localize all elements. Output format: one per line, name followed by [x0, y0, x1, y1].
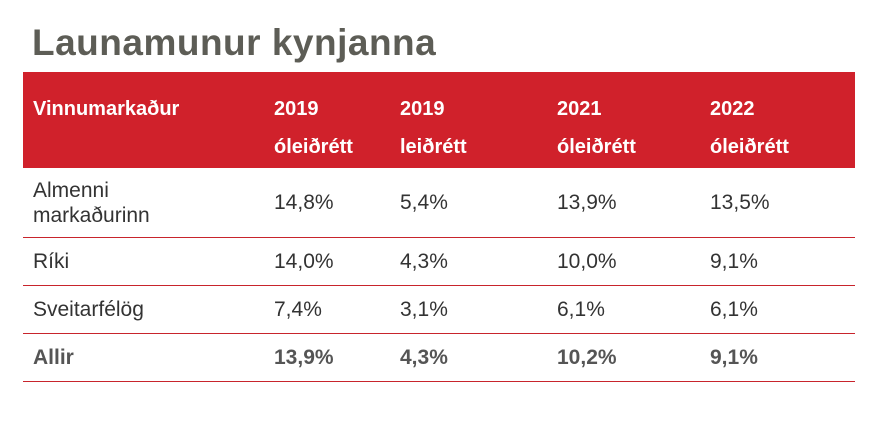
row-label-line1: Allir [33, 346, 74, 369]
table-row: Ríki 14,0% 4,3% 10,0% 9,1% [23, 237, 855, 286]
column-header: Vinnumarkaður [23, 72, 274, 168]
cell-value: 9,1% [710, 333, 855, 382]
column-header: 2019 leiðrétt [400, 72, 557, 168]
cell-value: 13,5% [710, 168, 855, 238]
column-header: 2021 óleiðrétt [557, 72, 710, 168]
row-label-line1: Ríki [33, 250, 70, 273]
row-label-line2: markaðurinn [33, 203, 150, 227]
table-body: Almenni markaðurinn 14,8% 5,4% 13,9% 13,5% Rík… [23, 168, 855, 382]
header-line2: óleiðrétt [557, 136, 636, 158]
cell-value: 4,3% [400, 333, 557, 382]
row-label: Sveitarfélög [23, 285, 274, 334]
cell-value: 5,4% [400, 168, 557, 238]
header-line2: óleiðrétt [710, 136, 789, 158]
cell-value: 14,8% [274, 168, 400, 238]
row-label: Ríki [23, 237, 274, 286]
header-line1: 2021 [557, 98, 602, 120]
header-line2: óleiðrétt [274, 136, 353, 158]
pay-gap-table: Vinnumarkaður 2019 óleiðrétt 2019 leiðrétt 20… [23, 72, 855, 382]
header-line1: 2019 [400, 98, 445, 120]
cell-value: 4,3% [400, 237, 557, 286]
column-header: 2022 óleiðrétt [710, 72, 855, 168]
page-title: Launamunur kynjanna [32, 22, 437, 63]
row-label-line1: Almenni [33, 178, 109, 202]
cell-value: 10,0% [557, 237, 710, 286]
cell-value: 13,9% [557, 168, 710, 238]
cell-value: 6,1% [710, 285, 855, 334]
row-label: Allir [23, 333, 274, 382]
cell-value: 10,2% [557, 333, 710, 382]
table-row: Sveitarfélög 7,4% 3,1% 6,1% 6,1% [23, 285, 855, 334]
header-line1: Vinnumarkaður [33, 98, 180, 120]
cell-value: 14,0% [274, 237, 400, 286]
column-header: 2019 óleiðrétt [274, 72, 400, 168]
cell-value: 9,1% [710, 237, 855, 286]
cell-value: 13,9% [274, 333, 400, 382]
table-row: Allir 13,9% 4,3% 10,2% 9,1% [23, 333, 855, 382]
header-row: Vinnumarkaður 2019 óleiðrétt 2019 leiðrétt 20… [23, 72, 855, 168]
row-label-line1: Sveitarfélög [33, 298, 144, 321]
cell-value: 7,4% [274, 285, 400, 334]
header-line1: 2019 [274, 98, 319, 120]
header-line2: leiðrétt [400, 136, 467, 158]
cell-value: 3,1% [400, 285, 557, 334]
row-label: Almenni markaðurinn [23, 168, 274, 238]
cell-value: 6,1% [557, 285, 710, 334]
table-row: Almenni markaðurinn 14,8% 5,4% 13,9% 13,5% [23, 168, 855, 238]
header-line1: 2022 [710, 98, 755, 120]
